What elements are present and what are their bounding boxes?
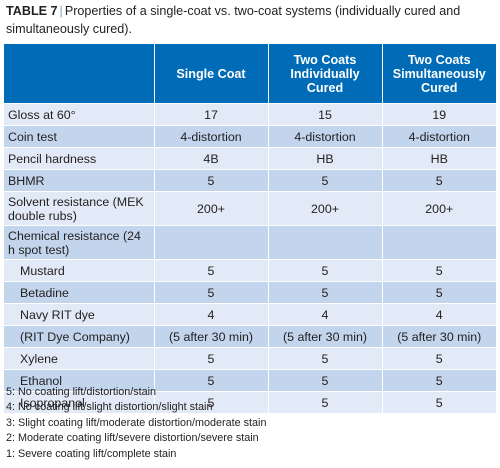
table-row: Gloss at 60° 17 15 19	[4, 103, 496, 126]
table-row: Isopropanol 5 5 5	[4, 391, 496, 414]
row-label: Pencil hardness	[4, 147, 154, 170]
row-label: Betadine	[4, 281, 154, 304]
table-cell	[267, 225, 382, 260]
table-cell: 5	[381, 369, 496, 392]
row-label: Coin test	[4, 125, 154, 148]
table-cell: 4	[267, 303, 382, 326]
table-cell: 5	[267, 347, 382, 370]
table-cell: (5 after 30 min)	[153, 325, 268, 348]
row-label: Navy RIT dye	[4, 303, 154, 326]
table-cell: (5 after 30 min)	[267, 325, 382, 348]
table-cell: 17	[153, 103, 268, 126]
table-cell: 19	[381, 103, 496, 126]
table-cell: 5	[267, 169, 382, 192]
table-row: (RIT Dye Company) (5 after 30 min) (5 afte…	[4, 325, 496, 348]
table-cell: 5	[381, 169, 496, 192]
table-row: Betadine 5 5 5	[4, 281, 496, 304]
legend-item: 3: Slight coating lift/moderate distorti…	[6, 416, 267, 429]
legend-item: 4: No coating lift/slight distortion/sli…	[6, 401, 213, 414]
header-cell-two-coats-individually: Two Coats Individually Cured	[267, 44, 382, 104]
table-cell: 4-distortion	[381, 125, 496, 148]
table-cell: 5	[153, 169, 268, 192]
table-row: Ethanol 5 5 5	[4, 369, 496, 392]
table-row: Navy RIT dye 4 4 4	[4, 303, 496, 326]
legend-item: 1: Severe coating lift/complete stain	[6, 447, 177, 460]
table-cell: 5	[153, 259, 268, 282]
table-cell: 4	[381, 303, 496, 326]
properties-table: Single Coat Two Coats Individually Cured…	[4, 44, 496, 414]
table-row: Chemical resistance (24 h spot test)	[4, 225, 496, 260]
table-cell: 4-distortion	[153, 125, 268, 148]
row-label: Xylene	[4, 347, 154, 370]
table-cell: 200+	[267, 191, 382, 226]
table-cell: 5	[153, 347, 268, 370]
table-cell: 4	[153, 303, 268, 326]
table-cell: 5	[381, 281, 496, 304]
table-cell: 5	[381, 347, 496, 370]
row-label: Ethanol	[4, 369, 154, 392]
caption-text: Properties of a single-coat vs. two-coat…	[6, 4, 461, 36]
header-cell-two-coats-simultaneously: Two Coats Simultaneously Cured	[381, 44, 496, 104]
table-row: Mustard 5 5 5	[4, 259, 496, 282]
caption-separator: |	[59, 4, 63, 18]
table-cell: 4B	[153, 147, 268, 170]
row-label: Solvent resistance (MEK double rubs)	[4, 191, 154, 226]
table-cell: 5	[153, 281, 268, 304]
table-cell: 15	[267, 103, 382, 126]
row-label: Isopropanol	[4, 391, 154, 414]
row-label: BHMR	[4, 169, 154, 192]
table-row: BHMR 5 5 5	[4, 169, 496, 192]
legend-item: 2: Moderate coating lift/severe distorti…	[6, 432, 259, 445]
table-caption: TABLE 7 | Properties of a single-coat vs. …	[6, 2, 494, 38]
table-cell: 200+	[381, 191, 496, 226]
table-cell: HB	[381, 147, 496, 170]
table-cell	[153, 225, 268, 260]
table-cell: 200+	[153, 191, 268, 226]
header-cell-single-coat: Single Coat	[153, 44, 268, 104]
table-cell: 4-distortion	[267, 125, 382, 148]
table-cell: 5	[267, 281, 382, 304]
table-row: Pencil hardness 4B HB HB	[4, 147, 496, 170]
table-cell: 5	[381, 391, 496, 414]
table-cell: 5	[381, 259, 496, 282]
table-row: Solvent resistance (MEK double rubs) 200+…	[4, 191, 496, 226]
table-cell: 5	[153, 369, 268, 392]
table-cell: 5	[153, 391, 268, 414]
table-cell: HB	[267, 147, 382, 170]
table-cell: 5	[267, 259, 382, 282]
row-label: Gloss at 60°	[4, 103, 154, 126]
table-cell: 5	[267, 391, 382, 414]
row-label: (RIT Dye Company)	[4, 325, 154, 348]
header-cell-property	[4, 44, 154, 104]
table-cell: (5 after 30 min)	[381, 325, 496, 348]
table-row: Xylene 5 5 5	[4, 347, 496, 370]
table-cell	[381, 225, 496, 260]
table-cell: 5	[267, 369, 382, 392]
header-row: Single Coat Two Coats Individually Cured…	[4, 44, 496, 104]
row-label: Mustard	[4, 259, 154, 282]
rating-legend: 5: No coating lift/distortion/stain 4: N…	[6, 385, 266, 462]
table-row: Coin test 4-distortion 4-distortion 4-disto…	[4, 125, 496, 148]
table-number: TABLE 7	[6, 4, 58, 18]
row-label: Chemical resistance (24 h spot test)	[4, 225, 154, 260]
legend-item: 5: No coating lift/distortion/stain	[6, 386, 157, 398]
